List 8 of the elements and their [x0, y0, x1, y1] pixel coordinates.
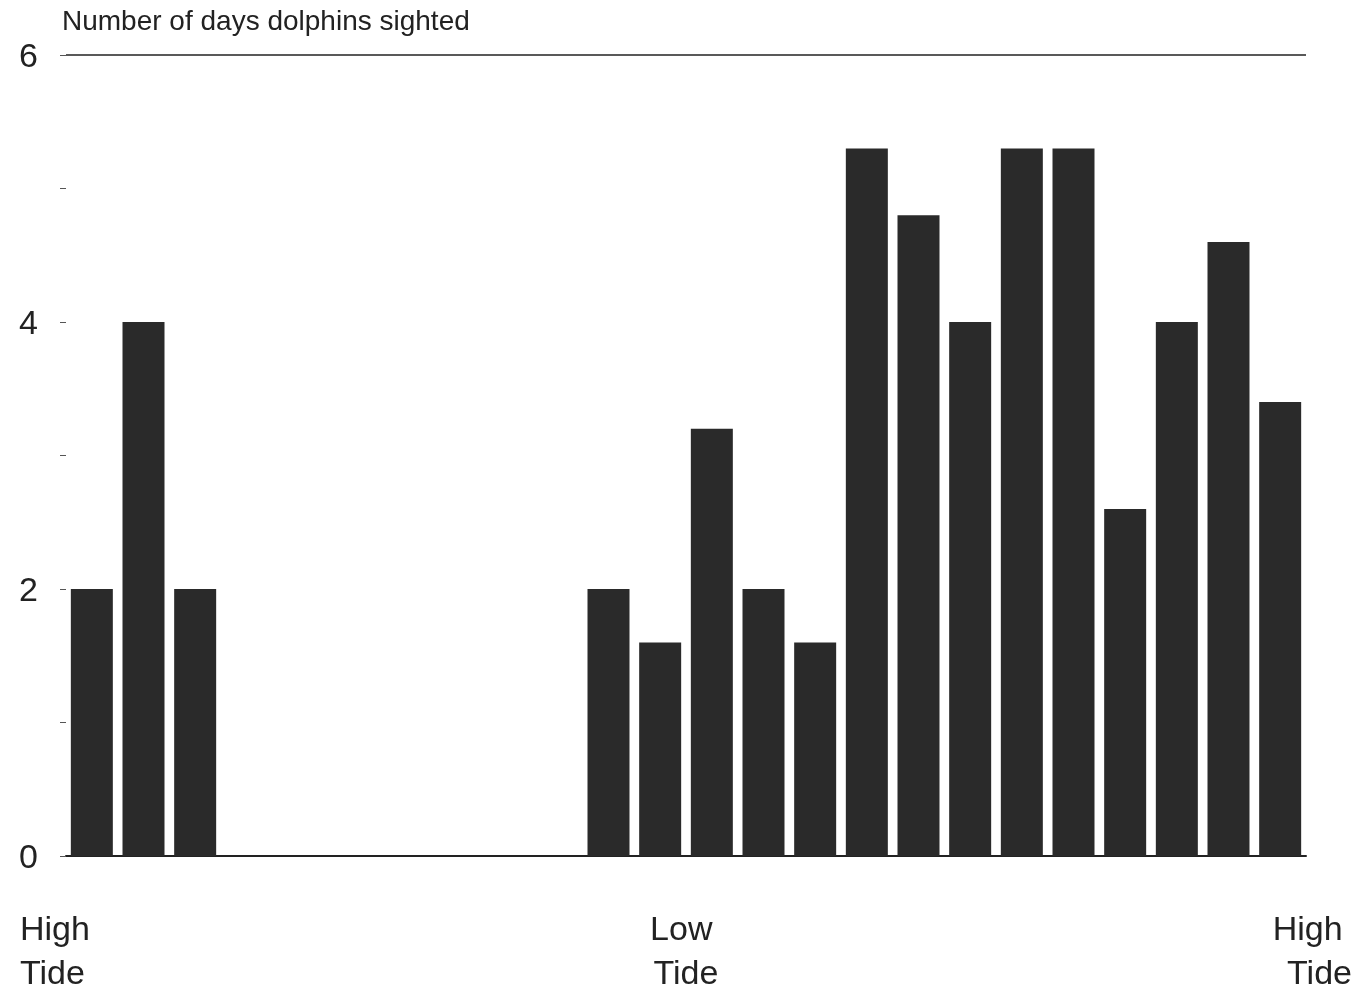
y-tick-label: 6 — [19, 36, 38, 74]
text: Low Tide — [650, 909, 722, 991]
text: High Tide — [1272, 909, 1352, 991]
text: High Tide — [20, 909, 100, 991]
y-tick-label: 2 — [19, 570, 38, 608]
y-tick-label: 4 — [19, 303, 38, 341]
y-axis-title: Number of days dolphins sighted — [62, 4, 470, 36]
y-tick-label: 0 — [19, 837, 38, 875]
